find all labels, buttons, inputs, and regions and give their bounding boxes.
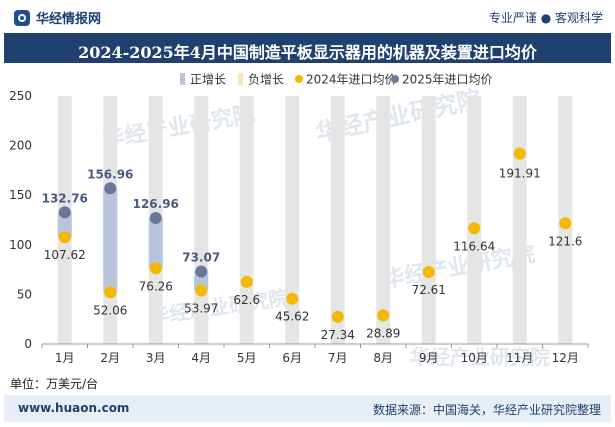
x-tick-label: 5月 [237, 351, 257, 365]
data-label-2025: 73.07 [182, 251, 220, 265]
legend-swatch [238, 73, 243, 85]
x-tick-label: 8月 [373, 351, 393, 365]
point-2025 [149, 212, 162, 225]
point-2024 [331, 310, 344, 323]
point-2024 [240, 275, 253, 288]
background-bar [421, 96, 436, 344]
data-label-2024: 107.62 [44, 248, 86, 262]
growth-bar-positive [57, 212, 72, 238]
background-bar [467, 96, 482, 344]
y-tick-label: 50 [17, 287, 32, 301]
growth-bar-positive [103, 188, 118, 293]
x-tick-label: 7月 [328, 351, 348, 365]
background-bar [376, 96, 391, 344]
point-2024 [468, 222, 481, 235]
data-source: 数据来源：中国海关，华经产业研究院整理 [372, 403, 601, 417]
x-tick-label: 11月 [506, 351, 533, 365]
point-2024 [58, 231, 71, 244]
x-tick-label: 2月 [100, 351, 120, 365]
chart-title: 2024-2025年4月中国制造平板显示器用的机器及装置进口均价 [78, 43, 537, 62]
y-tick-label: 0 [24, 337, 32, 351]
legend-swatch [180, 73, 185, 85]
x-tick-label: 10月 [461, 351, 488, 365]
data-label-2024: 72.61 [412, 283, 446, 297]
background-bar [330, 96, 345, 344]
legend-marker [391, 75, 399, 83]
x-tick-label: 3月 [146, 351, 166, 365]
growth-bar-positive [148, 218, 163, 269]
slogan: 专业严谨 ● 客观科学 [488, 11, 603, 25]
y-tick-label: 200 [9, 139, 32, 153]
brand-name: 华经情报网 [36, 12, 102, 27]
watermark-text: 华经产业研究院 [410, 345, 550, 369]
background-bar [512, 96, 527, 344]
point-2024 [195, 284, 208, 297]
data-label-2024: 62.6 [233, 293, 260, 307]
brand[interactable]: 华经情报网 [14, 8, 101, 27]
data-label-2024: 45.62 [275, 310, 309, 324]
background-bar [285, 96, 300, 344]
point-2025 [104, 182, 117, 195]
data-label-2025: 156.96 [87, 167, 133, 181]
brand-logo-icon [14, 9, 30, 26]
data-label-2025: 132.76 [42, 191, 88, 205]
x-tick-label: 4月 [191, 351, 211, 365]
legend-marker [295, 75, 303, 83]
point-2024 [286, 292, 299, 305]
point-2025 [58, 206, 71, 219]
data-label-2024: 52.06 [93, 303, 127, 317]
y-tick-label: 250 [9, 89, 32, 103]
point-2025 [195, 265, 208, 278]
legend-label: 负增长 [248, 73, 284, 87]
point-2024 [377, 309, 390, 322]
x-tick-label: 6月 [282, 351, 302, 365]
title-bar: 2024-2025年4月中国制造平板显示器用的机器及装置进口均价 [4, 33, 611, 63]
website-link[interactable]: www.huaon.com [18, 401, 130, 415]
data-label-2025: 126.96 [133, 197, 179, 211]
point-2024 [559, 217, 572, 230]
x-tick-label: 12月 [552, 351, 579, 365]
top-bar: 华经情报网 专业严谨 ● 客观科学 [0, 0, 615, 32]
watermark-text: 华经产业研究院 [101, 101, 257, 153]
footer: www.huaon.com 数据来源：中国海关，华经产业研究院整理 [4, 395, 611, 422]
legend-label: 2024年进口均价 [306, 73, 397, 87]
point-2024 [149, 262, 162, 275]
point-2024 [422, 265, 435, 278]
data-label-2024: 116.64 [453, 239, 495, 253]
legend-label: 正增长 [190, 73, 226, 87]
unit-label: 单位：万美元/台 [10, 377, 99, 391]
legend-label: 2025年进口均价 [402, 73, 493, 87]
y-tick-label: 150 [9, 188, 32, 202]
data-label-2024: 191.91 [499, 167, 541, 181]
x-tick-label: 9月 [419, 351, 439, 365]
data-label-2024: 27.34 [321, 328, 355, 342]
data-label-2024: 28.89 [366, 326, 400, 340]
x-tick-label: 1月 [55, 351, 75, 365]
data-label-2024: 121.6 [548, 234, 582, 248]
data-label-2024: 53.97 [184, 301, 218, 315]
point-2024 [513, 147, 526, 160]
data-label-2024: 76.26 [139, 279, 173, 293]
point-2024 [104, 286, 117, 299]
y-tick-label: 100 [9, 238, 32, 252]
